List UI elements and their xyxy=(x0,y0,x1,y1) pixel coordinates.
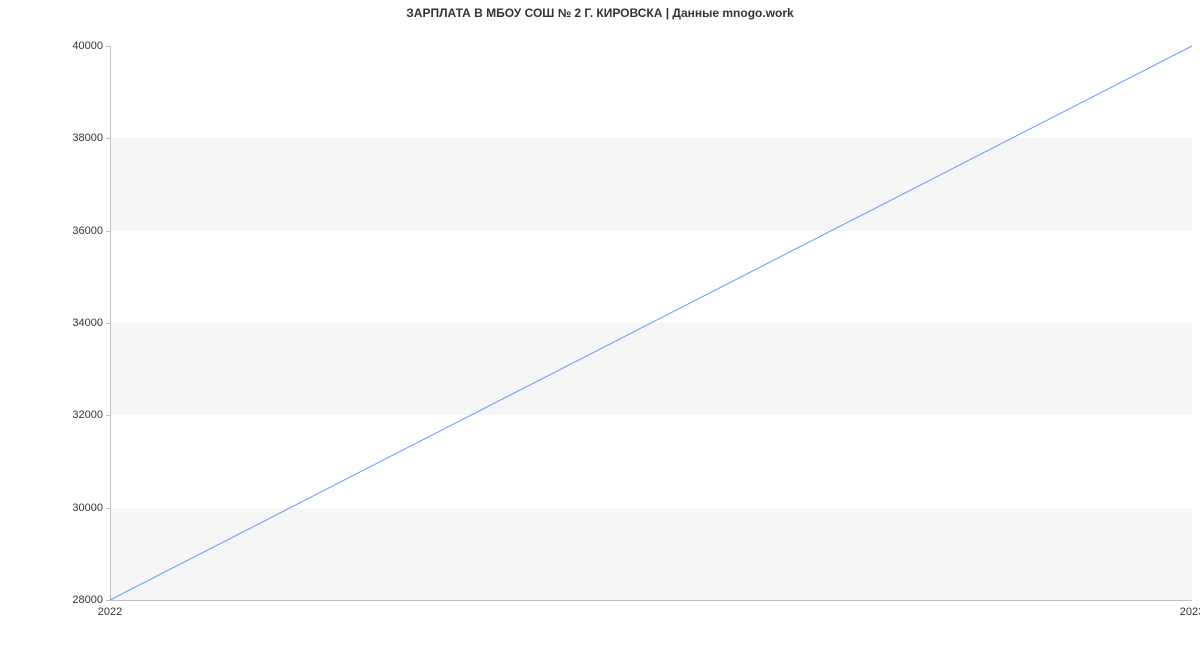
y-tick-label: 30000 xyxy=(55,502,103,514)
y-tick-label: 28000 xyxy=(55,594,103,606)
x-tick-label: 2023 xyxy=(1180,606,1200,618)
x-tick-label: 2022 xyxy=(98,606,122,618)
chart-title: ЗАРПЛАТА В МБОУ СОШ № 2 Г. КИРОВСКА | Да… xyxy=(0,6,1200,20)
y-tick-label: 36000 xyxy=(55,225,103,237)
y-tick-label: 32000 xyxy=(55,409,103,421)
y-tick-label: 40000 xyxy=(55,40,103,52)
plot-area: 2800030000320003400036000380004000020222… xyxy=(110,46,1192,600)
y-tick-label: 34000 xyxy=(55,317,103,329)
x-axis-line xyxy=(110,600,1192,601)
y-tick-label: 38000 xyxy=(55,132,103,144)
series-line-salary xyxy=(110,46,1192,600)
chart-container: ЗАРПЛАТА В МБОУ СОШ № 2 Г. КИРОВСКА | Да… xyxy=(0,0,1200,650)
series-layer xyxy=(110,46,1192,600)
